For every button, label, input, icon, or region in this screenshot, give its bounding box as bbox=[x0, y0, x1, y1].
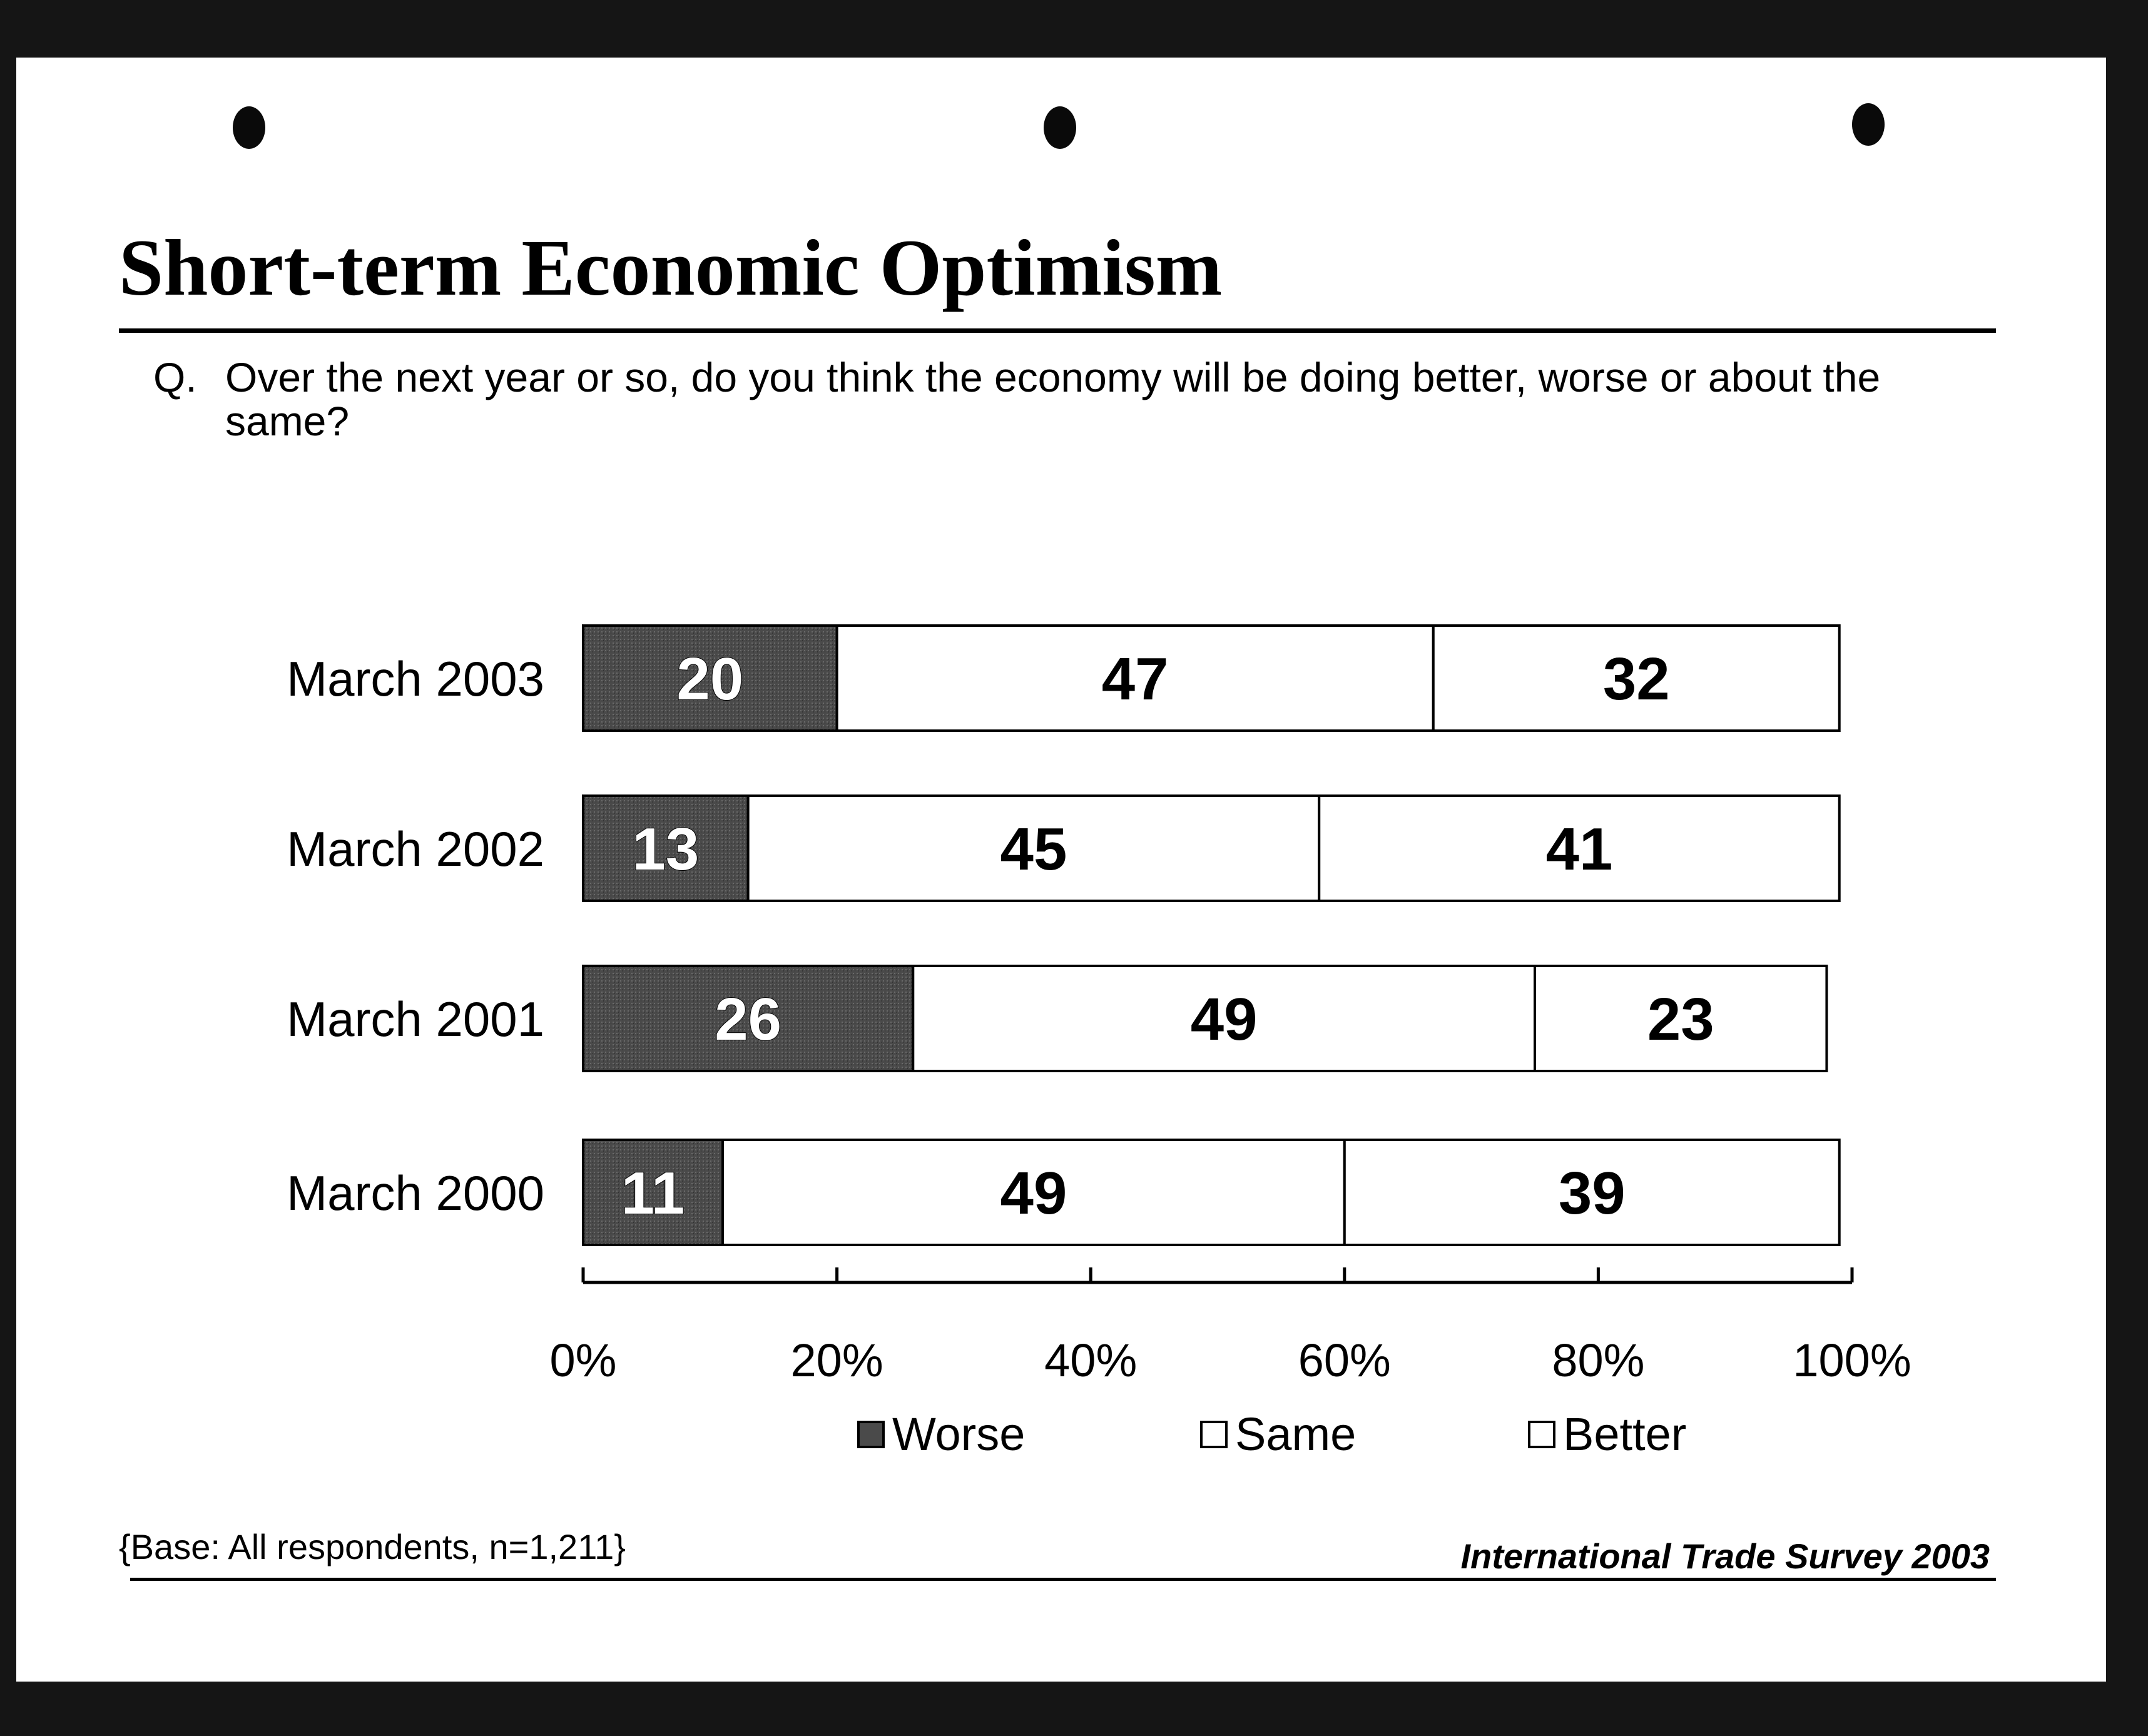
source-credit: International Trade Survey 2003 bbox=[1460, 1536, 1990, 1576]
bar-better-march-2001 bbox=[1534, 965, 1828, 1072]
value-label-worse-march-2002: 13 bbox=[632, 816, 699, 883]
title-divider bbox=[119, 328, 1996, 333]
category-label-march-2001: March 2001 bbox=[287, 992, 544, 1047]
survey-question: Q. Over the next year or so, do you thin… bbox=[153, 355, 1980, 443]
value-label-better-march-2000: 39 bbox=[1559, 1160, 1626, 1227]
x-tick-label-0: 0% bbox=[550, 1334, 617, 1386]
value-label-better-march-2003: 32 bbox=[1603, 646, 1670, 713]
value-label-same-march-2001: 49 bbox=[1191, 986, 1258, 1053]
value-label-better-march-2001: 23 bbox=[1647, 986, 1714, 1053]
question-text: Over the next year or so, do you think t… bbox=[225, 354, 1881, 444]
x-tick-label-2: 40% bbox=[1044, 1334, 1137, 1386]
x-tick-label-3: 60% bbox=[1298, 1334, 1391, 1386]
bar-worse-march-2003 bbox=[582, 624, 838, 732]
legend-label-same: Same bbox=[1235, 1408, 1356, 1460]
legend-item-same: Same bbox=[1200, 1408, 1356, 1461]
bar-better-march-2002 bbox=[1318, 794, 1841, 902]
x-tick-label-4: 80% bbox=[1552, 1334, 1644, 1386]
value-label-better-march-2002: 41 bbox=[1546, 816, 1613, 883]
value-label-same-march-2003: 47 bbox=[1102, 646, 1169, 713]
legend-swatch-same bbox=[1200, 1420, 1228, 1448]
bar-same-march-2001 bbox=[912, 965, 1536, 1072]
value-label-same-march-2002: 45 bbox=[1000, 816, 1067, 883]
punch-hole-right bbox=[1852, 103, 1885, 146]
value-label-same-march-2000: 49 bbox=[1000, 1160, 1067, 1227]
category-label-march-2003: March 2003 bbox=[287, 651, 544, 706]
page-title: Short-term Economic Optimism bbox=[119, 223, 1223, 312]
bar-worse-march-2000 bbox=[582, 1139, 725, 1246]
legend-swatch-worse bbox=[857, 1420, 885, 1448]
bar-same-march-2003 bbox=[835, 624, 1435, 732]
value-label-worse-march-2003: 20 bbox=[676, 646, 743, 713]
punch-hole-center bbox=[1044, 106, 1076, 149]
base-footnote: {Base: All respondents, n=1,211} bbox=[119, 1527, 626, 1566]
legend-label-worse: Worse bbox=[892, 1408, 1026, 1460]
value-label-worse-march-2000: 11 bbox=[621, 1160, 685, 1227]
category-label-march-2002: March 2002 bbox=[287, 821, 544, 876]
bar-better-march-2003 bbox=[1432, 624, 1841, 732]
value-label-worse-march-2001: 26 bbox=[715, 986, 781, 1053]
legend-label-better: Better bbox=[1563, 1408, 1687, 1460]
x-axis: 0% 20% 40% 60% 80% 100% bbox=[550, 1267, 1911, 1386]
bar-same-march-2002 bbox=[746, 794, 1321, 902]
question-prefix: Q. bbox=[153, 354, 197, 400]
x-tick-label-1: 20% bbox=[791, 1334, 883, 1386]
legend: Worse Same Better bbox=[0, 1408, 2148, 1470]
footer-divider bbox=[130, 1578, 1996, 1581]
legend-item-worse: Worse bbox=[857, 1408, 1025, 1461]
bar-worse-march-2001 bbox=[582, 965, 915, 1072]
category-label-march-2000: March 2000 bbox=[287, 1165, 544, 1221]
x-tick-label-5: 100% bbox=[1793, 1334, 1911, 1386]
bar-same-march-2000 bbox=[721, 1139, 1346, 1246]
bar-better-march-2000 bbox=[1343, 1139, 1841, 1246]
bars-layer: March 2003 20 47 32 March 2002 13 45 41 March 20… bbox=[287, 624, 1841, 1246]
legend-swatch-better bbox=[1528, 1420, 1555, 1448]
legend-item-better: Better bbox=[1528, 1408, 1686, 1461]
punch-hole-left bbox=[233, 106, 265, 149]
